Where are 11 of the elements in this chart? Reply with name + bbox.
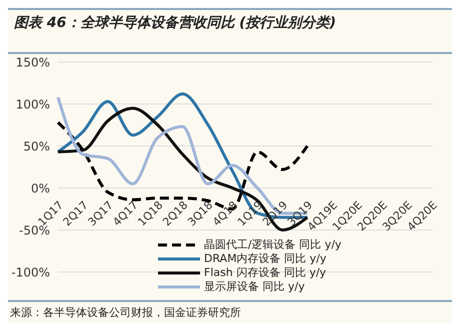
source-note: 来源：各半导体设备公司财报，国金证券研究所: [10, 305, 242, 320]
legend-label: 显示屏设备 同比 y/y: [204, 280, 305, 294]
legend-label: 晶圆代工/逻辑设备 同比 y/y: [204, 238, 342, 252]
chart-title: 图表 46：全球半导体设备营收同比 (按行业别分类): [8, 8, 452, 54]
y-tick-label: 0%: [30, 181, 50, 196]
y-tick-label: -100%: [11, 265, 50, 280]
y-tick-label: 150%: [16, 55, 50, 70]
legend-label: Flash 闪存设备 同比 y/y: [204, 266, 326, 280]
legend-label: DRAM内存设备 同比 y/y: [204, 252, 326, 266]
y-tick-label: 100%: [16, 97, 50, 112]
y-tick-label: 50%: [23, 139, 50, 154]
